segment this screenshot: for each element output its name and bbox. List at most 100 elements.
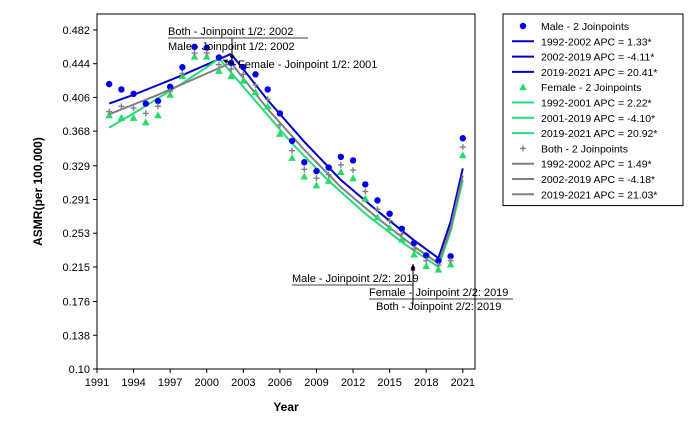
data-point-triangle: [288, 153, 296, 161]
data-point-plus: [362, 188, 369, 195]
legend-swatch-triangle: [519, 83, 527, 91]
data-point-triangle: [117, 114, 126, 121]
data-point-triangle: [166, 90, 174, 98]
data-point-plus: [191, 50, 198, 57]
legend-label: Female - 2 Joinpoints: [541, 82, 641, 94]
y-tick-label: 0.444: [62, 59, 90, 71]
legend-label: 2002-2019 APC = -4.18*: [541, 174, 655, 186]
y-tick-label: 0.368: [62, 126, 90, 138]
plot-area: 1991 1994 1997 2000 2003 2006 2009 2012 2015 2018…: [31, 13, 513, 414]
data-point-plus: [423, 257, 430, 264]
legend-label: 1992-2002 APC = 1.49*: [541, 159, 652, 171]
annotation-arrowhead: [410, 266, 416, 271]
data-point-plus: [215, 61, 222, 68]
data-point-plus: [313, 175, 320, 182]
data-point-triangle: [349, 174, 357, 182]
data-point-triangle: [410, 250, 418, 258]
data-point-circle: [459, 135, 467, 142]
legend-label: 2019-2021 APC = 20.92*: [541, 128, 657, 140]
data-point-plus: [118, 103, 125, 110]
x-tick-label: 2006: [268, 377, 292, 389]
joinpoint-annotation: Both - Joinpoint 1/2: 2002: [168, 26, 293, 38]
data-point-plus: [325, 171, 332, 178]
data-point-circle: [252, 71, 259, 78]
joinpoint-annotation: Both - Joinpoint 2/2: 2019: [376, 301, 501, 313]
data-point-plus: [240, 71, 247, 78]
data-point-plus: [374, 206, 381, 213]
data-point-triangle: [373, 213, 382, 221]
data-point-plus: [459, 144, 466, 151]
data-point-triangle: [129, 114, 138, 121]
data-point-triangle: [434, 265, 443, 273]
y-tick-label: 0.176: [62, 297, 90, 309]
data-point-plus: [411, 246, 418, 253]
data-point-plus: [337, 161, 344, 168]
y-tick-label: 0.406: [62, 92, 90, 104]
data-point-circle: [362, 181, 369, 188]
legend-swatch-circle: [519, 22, 527, 30]
data-point-plus: [154, 103, 161, 110]
legend-swatch-plus: [520, 145, 526, 152]
annotation-arrowhead: [223, 59, 228, 64]
joinpoint-annotation: Male - Joinpoint 2/2: 2019: [292, 273, 419, 285]
x-tick-label: 2012: [341, 377, 365, 389]
data-point-triangle: [446, 260, 455, 268]
data-point-triangle: [337, 168, 345, 176]
legend-label: 1992-2001 APC = 2.22*: [541, 98, 652, 110]
legend: Male - 2 Joinpoints 1992-2002 APC = 1.33*…: [502, 13, 684, 207]
data-point-circle: [435, 257, 442, 264]
data-point-triangle: [190, 52, 199, 60]
data-point-triangle: [312, 181, 321, 189]
data-point-plus: [167, 88, 174, 95]
data-point-circle: [423, 252, 430, 259]
data-point-plus: [228, 66, 235, 73]
x-tick-label: 1994: [121, 377, 145, 389]
data-point-circle: [398, 225, 406, 232]
data-point-triangle: [398, 235, 406, 243]
data-point-plus: [398, 231, 405, 238]
data-point-plus: [252, 82, 259, 88]
fit-line-male: [230, 53, 439, 259]
data-point-triangle: [215, 67, 223, 74]
x-tick-label: 2003: [231, 377, 255, 389]
data-point-plus: [301, 166, 308, 173]
data-point-triangle: [227, 72, 235, 80]
data-point-circle: [105, 80, 113, 88]
data-point-circle: [191, 43, 198, 51]
data-point-triangle: [276, 130, 284, 137]
data-point-triangle: [141, 118, 150, 126]
data-point-circle: [410, 239, 418, 247]
y-tick-label: 0.329: [62, 161, 90, 173]
data-point-circle: [349, 157, 357, 164]
data-point-circle: [276, 110, 284, 117]
data-point-plus: [264, 96, 271, 103]
data-point-circle: [203, 44, 210, 51]
data-point-triangle: [422, 262, 431, 270]
data-point-circle: [374, 197, 381, 204]
data-point-circle: [337, 153, 345, 161]
data-point-triangle: [263, 102, 272, 110]
legend-label: Male - 2 Joinpoints: [541, 21, 629, 33]
y-tick-label: 0.215: [62, 262, 90, 274]
data-point-triangle: [300, 172, 309, 180]
data-point-plus: [276, 121, 283, 128]
legend-label: 1992-2002 APC = 1.33*: [541, 36, 652, 48]
data-point-circle: [301, 159, 308, 166]
legend-frame: [502, 13, 684, 207]
data-point-circle: [264, 86, 271, 93]
legend-label: Both - 2 Joinpoints: [541, 143, 628, 155]
data-point-triangle: [459, 151, 467, 159]
data-point-plus: [447, 257, 454, 264]
data-point-circle: [386, 210, 393, 217]
data-point-circle: [154, 97, 162, 105]
joinpoint-annotation: Male - Joinpoint 1/2: 2002: [168, 41, 295, 53]
data-point-circle: [118, 86, 125, 93]
y-tick-label: 0.482: [62, 25, 90, 37]
fit-line-both: [437, 175, 464, 264]
data-point-plus: [130, 105, 137, 112]
y-tick-label: 0.253: [62, 228, 90, 240]
data-point-plus: [106, 108, 113, 115]
y-tick-label: 0.291: [62, 194, 90, 206]
data-point-triangle: [251, 88, 260, 96]
plot-frame: [96, 13, 476, 370]
